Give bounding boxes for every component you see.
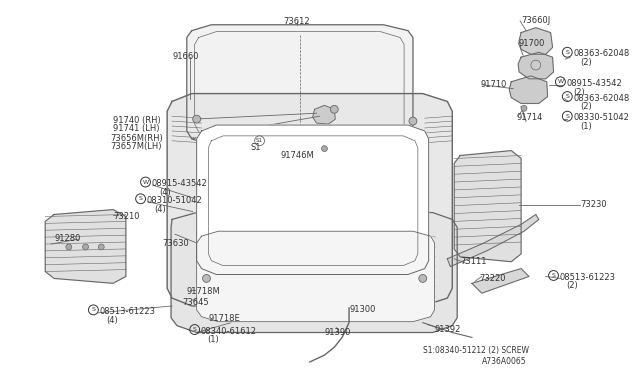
Text: (4): (4) [159,188,171,197]
Text: 73230: 73230 [580,200,607,209]
Polygon shape [519,28,552,54]
Text: 73210: 73210 [113,212,140,221]
Circle shape [419,275,427,282]
Text: 08363-62048: 08363-62048 [573,49,630,58]
Text: A736A0065: A736A0065 [482,357,526,366]
Text: 91718E: 91718E [209,314,240,323]
Text: S: S [193,327,196,332]
Text: (1): (1) [207,336,220,344]
Polygon shape [187,25,413,146]
Text: W: W [143,180,148,185]
Text: S: S [92,307,95,312]
Text: S: S [565,94,569,99]
Text: S: S [565,114,569,119]
Text: 91718M: 91718M [187,287,221,296]
Text: 91710: 91710 [481,80,507,89]
Text: 08363-62048: 08363-62048 [573,94,630,103]
Text: 73612: 73612 [284,17,310,26]
Polygon shape [171,212,457,333]
Polygon shape [255,289,271,300]
Text: 91741 (LH): 91741 (LH) [113,124,159,133]
Text: (2): (2) [573,88,585,97]
Text: 08513-61223: 08513-61223 [99,307,156,316]
Text: 08340-61612: 08340-61612 [200,327,257,336]
Text: S: S [139,196,143,201]
Text: 91700: 91700 [518,39,545,48]
Circle shape [321,146,328,151]
Text: 08915-43542: 08915-43542 [566,79,622,88]
Text: 08915-43542: 08915-43542 [152,179,207,188]
Text: 91746M: 91746M [280,151,314,160]
Circle shape [193,115,200,123]
Text: (1): (1) [580,122,592,131]
Polygon shape [447,215,539,267]
Text: W: W [557,79,563,84]
Circle shape [409,117,417,125]
Circle shape [99,244,104,250]
Text: 91280: 91280 [54,234,81,243]
Text: S1: S1 [256,138,263,143]
Circle shape [66,244,72,250]
Polygon shape [196,231,435,322]
Text: 73657M(LH): 73657M(LH) [110,142,162,151]
Text: S1:08340-51212 (2) SCREW: S1:08340-51212 (2) SCREW [423,346,529,355]
Polygon shape [472,269,529,293]
Text: S: S [565,50,569,55]
Text: 08513-61223: 08513-61223 [559,273,616,282]
Text: 08330-51042: 08330-51042 [573,113,629,122]
Text: 73111: 73111 [460,257,486,266]
Text: 73656M(RH): 73656M(RH) [110,134,163,143]
Text: (2): (2) [580,102,592,112]
Text: 91660: 91660 [172,52,198,61]
Text: 08310-51042: 08310-51042 [147,196,202,205]
Polygon shape [167,94,452,306]
Circle shape [83,244,88,250]
Text: S: S [552,273,556,278]
Text: (4): (4) [154,205,166,214]
Text: S1: S1 [251,143,261,152]
Polygon shape [509,76,548,103]
Text: 91714: 91714 [516,113,543,122]
Polygon shape [240,286,255,297]
Text: 73645: 73645 [182,298,209,307]
Text: 91390: 91390 [324,328,351,337]
Text: 91392: 91392 [435,325,461,334]
Circle shape [521,105,527,111]
Polygon shape [454,151,521,262]
Text: 91300: 91300 [349,305,376,314]
Text: 73630: 73630 [162,239,189,248]
Text: 91740 (RH): 91740 (RH) [113,116,161,125]
Text: 73660J: 73660J [521,16,550,25]
Polygon shape [313,105,335,124]
Polygon shape [45,209,126,283]
Polygon shape [196,125,429,275]
Circle shape [330,105,338,113]
Polygon shape [518,52,554,79]
Polygon shape [223,288,239,299]
Text: 73220: 73220 [480,273,506,282]
Text: (4): (4) [106,316,118,325]
Text: (2): (2) [580,58,592,67]
Circle shape [202,275,211,282]
Text: (2): (2) [566,281,578,291]
